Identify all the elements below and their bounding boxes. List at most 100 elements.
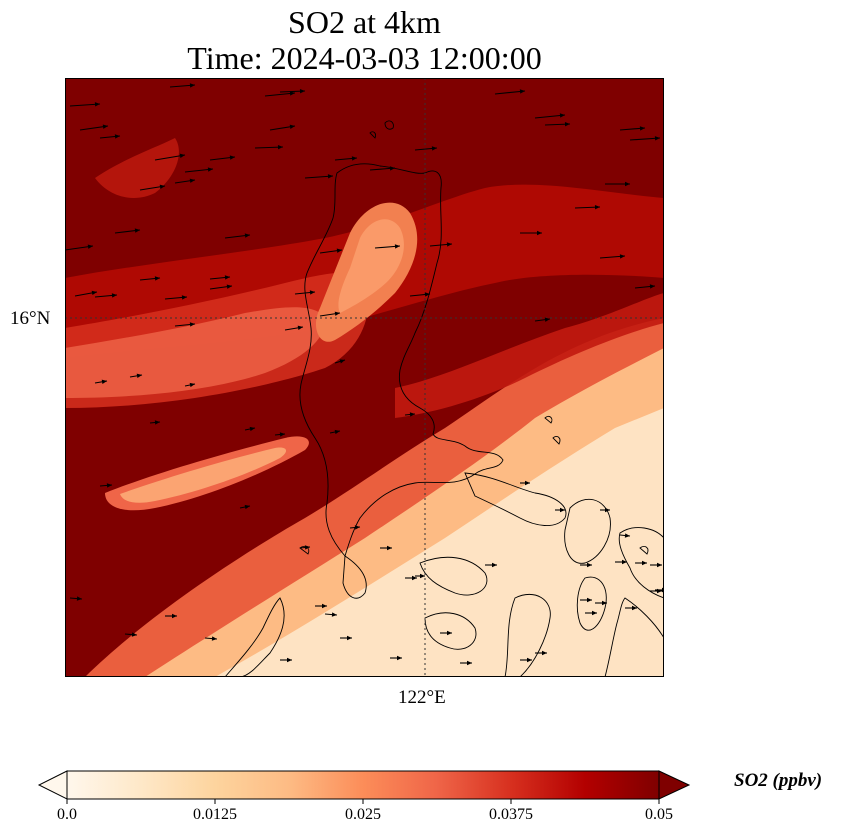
map-title-line-1: SO2 at 4km bbox=[288, 4, 441, 40]
wind-vector-head bbox=[602, 600, 607, 606]
wind-vector-head bbox=[159, 184, 165, 189]
coastline-samar bbox=[564, 498, 611, 564]
wind-vector-head bbox=[244, 233, 250, 238]
colorbar-label: SO2 (ppbv) bbox=[734, 770, 823, 791]
wind-vector-head bbox=[172, 613, 177, 619]
colorbar bbox=[37, 770, 691, 804]
so2-lowest-region bbox=[215, 408, 664, 677]
coastline-islet-1 bbox=[384, 120, 394, 130]
wind-vector-head bbox=[277, 144, 283, 150]
wind-vector-head bbox=[154, 420, 160, 425]
colorbar-extend-min bbox=[37, 770, 68, 800]
wind-vector-head bbox=[409, 412, 415, 417]
wind-vector-head bbox=[244, 504, 250, 510]
wind-vector-head bbox=[467, 660, 472, 666]
wind-vector-head bbox=[102, 124, 108, 129]
wind-vector-head bbox=[339, 359, 345, 364]
wind-vector-head bbox=[625, 181, 630, 187]
wind-vector-head bbox=[446, 242, 452, 247]
wind-vector-head bbox=[412, 575, 417, 581]
wind-vector-head bbox=[91, 290, 97, 296]
colorbar-tick-label-3: 0.0375 bbox=[489, 806, 533, 823]
wind-vector-head bbox=[134, 228, 140, 233]
so2-plume-band-3 bbox=[65, 307, 326, 398]
wind-vector-head bbox=[189, 83, 195, 88]
wind-vector-head bbox=[87, 244, 93, 249]
coastline-mindanao bbox=[604, 597, 664, 677]
wind-vector-head bbox=[224, 275, 230, 280]
coastline-islet-4 bbox=[552, 435, 561, 445]
map-panel bbox=[65, 78, 664, 677]
colorbar-tick-marks bbox=[66, 799, 660, 804]
wind-vector-head bbox=[605, 507, 610, 513]
wind-vector-head bbox=[447, 630, 452, 636]
wind-vector bbox=[534, 114, 566, 119]
wind-vector-head bbox=[389, 166, 395, 171]
wind-vector-head bbox=[322, 603, 327, 609]
wind-vectors bbox=[65, 83, 664, 666]
wind-vector-head bbox=[649, 284, 655, 289]
wind-vector-head bbox=[564, 122, 570, 127]
wind-vector-head bbox=[327, 174, 333, 179]
wind-vector-head bbox=[211, 636, 217, 641]
so2-top-band bbox=[95, 138, 179, 198]
wind-vector-head bbox=[622, 559, 627, 565]
wind-vector-head bbox=[537, 230, 542, 236]
so2-plume-hotspot-inner bbox=[338, 219, 404, 313]
wind-vector-head bbox=[336, 248, 342, 253]
wind-vector-head bbox=[279, 432, 285, 437]
colorbar-gradient bbox=[66, 770, 660, 800]
wind-vector-head bbox=[525, 480, 530, 486]
coastline-palawan bbox=[224, 597, 285, 677]
wind-vector-head bbox=[639, 126, 645, 131]
coastline-islet-3 bbox=[544, 415, 553, 424]
wind-vector-head bbox=[229, 155, 235, 160]
wind-vector-head bbox=[101, 379, 107, 384]
coastline-visayas-east bbox=[618, 527, 664, 599]
coastline-bicol bbox=[464, 472, 567, 526]
wind-vector-head bbox=[287, 657, 292, 663]
wind-vector-head bbox=[297, 325, 303, 330]
wind-vector-head bbox=[632, 605, 637, 611]
coastline-panay bbox=[424, 612, 477, 650]
wind-vector-head bbox=[420, 573, 425, 579]
wind-vector-head bbox=[592, 610, 597, 616]
wind-vector-head bbox=[181, 295, 187, 300]
lat-tick-label: 16°N bbox=[10, 308, 51, 329]
wind-vector-head bbox=[519, 89, 525, 94]
wind-vector bbox=[69, 103, 101, 107]
wind-vector-head bbox=[492, 562, 497, 568]
wind-vector-head bbox=[527, 657, 532, 663]
wind-vector-head bbox=[179, 153, 185, 158]
wind-vector-head bbox=[354, 525, 360, 530]
wind-vector-head bbox=[431, 146, 437, 151]
wind-vector bbox=[629, 137, 661, 141]
wind-vector-head bbox=[94, 102, 100, 107]
wind-vector-head bbox=[642, 560, 647, 566]
wind-vector-head bbox=[189, 178, 195, 183]
coastline-bataan bbox=[342, 555, 367, 599]
wind-vector-head bbox=[654, 136, 660, 141]
colorbar-tick-label-1: 0.0125 bbox=[193, 806, 237, 823]
wind-vector-head bbox=[594, 205, 600, 210]
wind-vector-head bbox=[111, 293, 117, 298]
wind-vector-head bbox=[347, 635, 352, 641]
wind-vector-head bbox=[334, 429, 340, 435]
wind-vector-head bbox=[587, 597, 592, 603]
map-title-line-2: Time: 2024-03-03 12:00:00 bbox=[187, 40, 542, 76]
wind-vector-head bbox=[624, 533, 630, 538]
coastline-luzon bbox=[299, 163, 504, 557]
wind-vector-head bbox=[154, 276, 160, 281]
wind-vector-head bbox=[394, 244, 400, 249]
wind-vector-head bbox=[657, 562, 662, 568]
coastline-islet-5 bbox=[639, 545, 649, 555]
so2-map bbox=[65, 78, 664, 677]
so2-streak-right bbox=[395, 293, 664, 418]
colorbar-extend-max bbox=[658, 770, 691, 800]
lon-tick-label: 122°E bbox=[398, 687, 446, 708]
wind-vector-head bbox=[397, 655, 402, 661]
wind-vector-head bbox=[559, 113, 565, 118]
wind-vector-head bbox=[309, 290, 315, 295]
colorbar-tick-label-4: 0.05 bbox=[645, 806, 673, 823]
wind-vector-head bbox=[331, 612, 337, 617]
